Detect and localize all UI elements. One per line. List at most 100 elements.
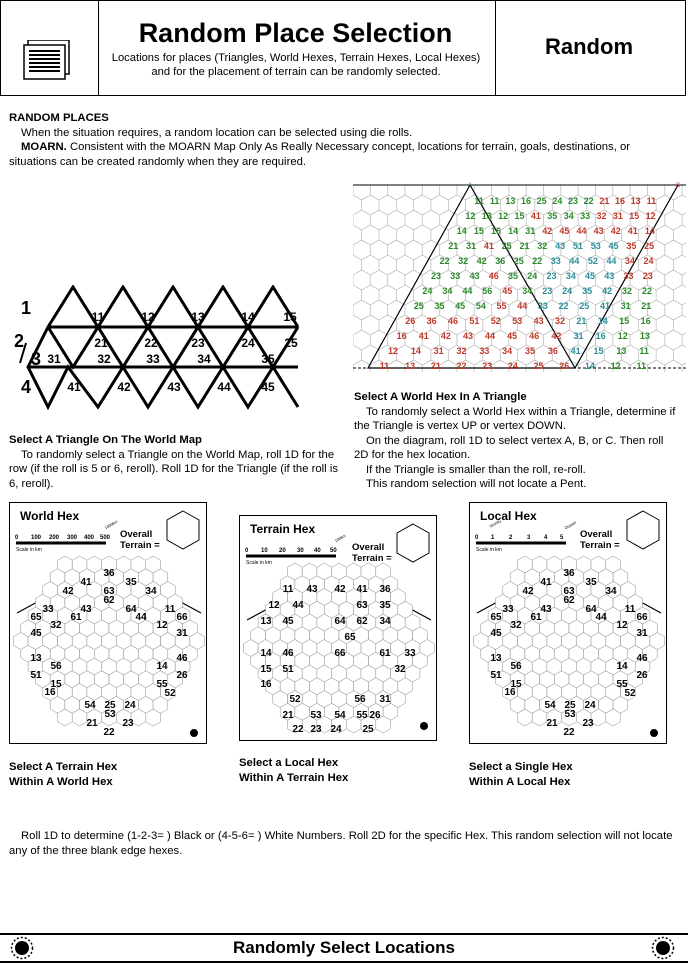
scale-1: 100 [31, 535, 42, 541]
world-hex-number: 45 [507, 331, 517, 341]
caption-world: Select A Terrain Hex Within A World Hex [9, 760, 209, 789]
hex-number: 15 [510, 679, 522, 690]
hex-number: 66 [176, 612, 188, 623]
vertex-a-label: A [468, 183, 472, 189]
world-hex-number: 24 [562, 286, 572, 296]
world-hex-number: 24 [422, 286, 432, 296]
world-hex-number: 24 [643, 256, 653, 266]
world-hex-number: 43 [604, 271, 614, 281]
caption-line: Within A Terrain Hex [239, 771, 349, 784]
world-hex-number: 33 [538, 301, 548, 311]
hex-number: 42 [522, 586, 534, 597]
world-hex-number: 26 [559, 361, 569, 371]
hex-number: 26 [176, 670, 188, 681]
world-hex-number: 35 [508, 271, 518, 281]
world-hex-number: 25 [579, 301, 589, 311]
world-hex-number: 44 [606, 256, 616, 266]
world-hex-number: 14 [585, 361, 595, 371]
scale-2: 20 [279, 548, 286, 554]
world-hex-number: 22 [584, 196, 594, 206]
triangle-label: 42 [117, 380, 131, 394]
world-hex-number: 32 [458, 256, 468, 266]
hex-number: 12 [268, 600, 280, 611]
scale-2: 2 [509, 535, 513, 541]
world-hex-number: 22 [642, 286, 652, 296]
world-hex-number: 32 [537, 241, 547, 251]
world-hex-number: 43 [555, 241, 565, 251]
triangle-label: 32 [97, 352, 111, 366]
world-hex-number: 42 [551, 331, 561, 341]
world-hex-number: 11 [490, 196, 500, 206]
triangle-label: 21 [94, 336, 108, 350]
world-hex-number: 31 [466, 241, 476, 251]
world-hex-number: 15 [593, 346, 603, 356]
triangle-label: 33 [146, 352, 160, 366]
world-hex-number: 15 [474, 226, 484, 236]
terrain-hex-panel: Terrain Hex 0 10 20 30 40 50 Scale in km… [239, 515, 437, 741]
hex-number: 12 [616, 620, 628, 631]
hex-number: 65 [30, 612, 42, 623]
world-hex-number: 16 [491, 226, 501, 236]
world-hex-number: 44 [576, 226, 586, 236]
footer-rule-top [0, 933, 688, 935]
hex-number: 51 [490, 670, 502, 681]
world-hex-number: 25 [502, 241, 512, 251]
world-hex-number: 33 [479, 346, 489, 356]
hex-number: 34 [379, 616, 391, 627]
hex-number: 26 [369, 710, 381, 721]
hex-grid: 11 43 42 41 36 12 44 63 35 13 45 64 62 34 65 14 46 66 61 33… [243, 562, 435, 735]
hex-number: 11 [283, 584, 294, 595]
world-hex-number: 42 [477, 256, 487, 266]
world-hex-number: 31 [434, 346, 444, 356]
hex-number: 22 [563, 727, 575, 738]
world-hex-number: 22 [456, 361, 466, 371]
triangle-labels: 11 12 13 14 15 21 22 23 24 25 31 32 33 34 35 41 42 43 44 45 [47, 310, 298, 394]
local-hex-panel: Local Hex 0 1 2 3 4 5 Scale in km Distan… [469, 502, 667, 744]
hex-number: 15 [50, 679, 62, 690]
caption-line: Select A Terrain Hex [9, 761, 118, 773]
hex-number: 66 [636, 612, 648, 623]
scale-caption: Scale in km [246, 560, 272, 566]
hex-number: 62 [356, 616, 368, 627]
hex-number: 55 [156, 679, 168, 690]
world-hex-number: 34 [564, 211, 574, 221]
world-hex-number: 52 [491, 316, 501, 326]
sun-icon [651, 936, 675, 960]
world-hex-number: 14 [598, 316, 608, 326]
hex-number: 64 [125, 604, 137, 615]
world-hex-number: 46 [489, 271, 499, 281]
scale-2: 200 [49, 535, 60, 541]
scale-5: 5 [560, 535, 564, 541]
hex-number: 61 [530, 612, 542, 623]
intro-heading: RANDOM PLACES [9, 112, 109, 124]
hex-number: 55 [616, 679, 628, 690]
world-hex-number: 25 [414, 301, 424, 311]
world-hex-number: 11 [647, 196, 657, 206]
triangle-label: 45 [261, 380, 275, 394]
scale-0: 0 [245, 548, 249, 554]
world-hex-number: 34 [566, 271, 576, 281]
hex-number: 35 [585, 577, 597, 588]
triangle-label: 12 [141, 310, 155, 324]
scale-4: 400 [84, 535, 95, 541]
triangle-label: 31 [47, 352, 61, 366]
triangle-text: Select A Triangle On The World Map To ra… [9, 433, 339, 491]
hex-number: 34 [605, 586, 617, 597]
hex-number: 45 [282, 616, 294, 627]
terrain-label: Terrain = [120, 540, 160, 551]
hex-number: 22 [103, 727, 115, 738]
hex-number: 41 [540, 577, 552, 588]
hex-number: 35 [379, 600, 391, 611]
scale-note: 100km [334, 533, 347, 544]
world-hex-number: 13 [640, 331, 650, 341]
intro-section: RANDOM PLACES When the situation require… [9, 111, 679, 169]
hex-number: 13 [30, 653, 42, 664]
hex-grid: 36 41 35 42 63 34 62 43 64 33 11 65 61 44 66 32 12 45 31 13… [473, 555, 665, 738]
world-hex-number: 11 [637, 361, 647, 371]
triangle-label: 13 [191, 310, 205, 324]
world-hex-number: 51 [469, 316, 479, 326]
world-hex-number: 12 [618, 331, 628, 341]
world-hex-p2: On the diagram, roll 1D to select vertex… [354, 434, 664, 462]
world-hex-number: 21 [448, 241, 458, 251]
